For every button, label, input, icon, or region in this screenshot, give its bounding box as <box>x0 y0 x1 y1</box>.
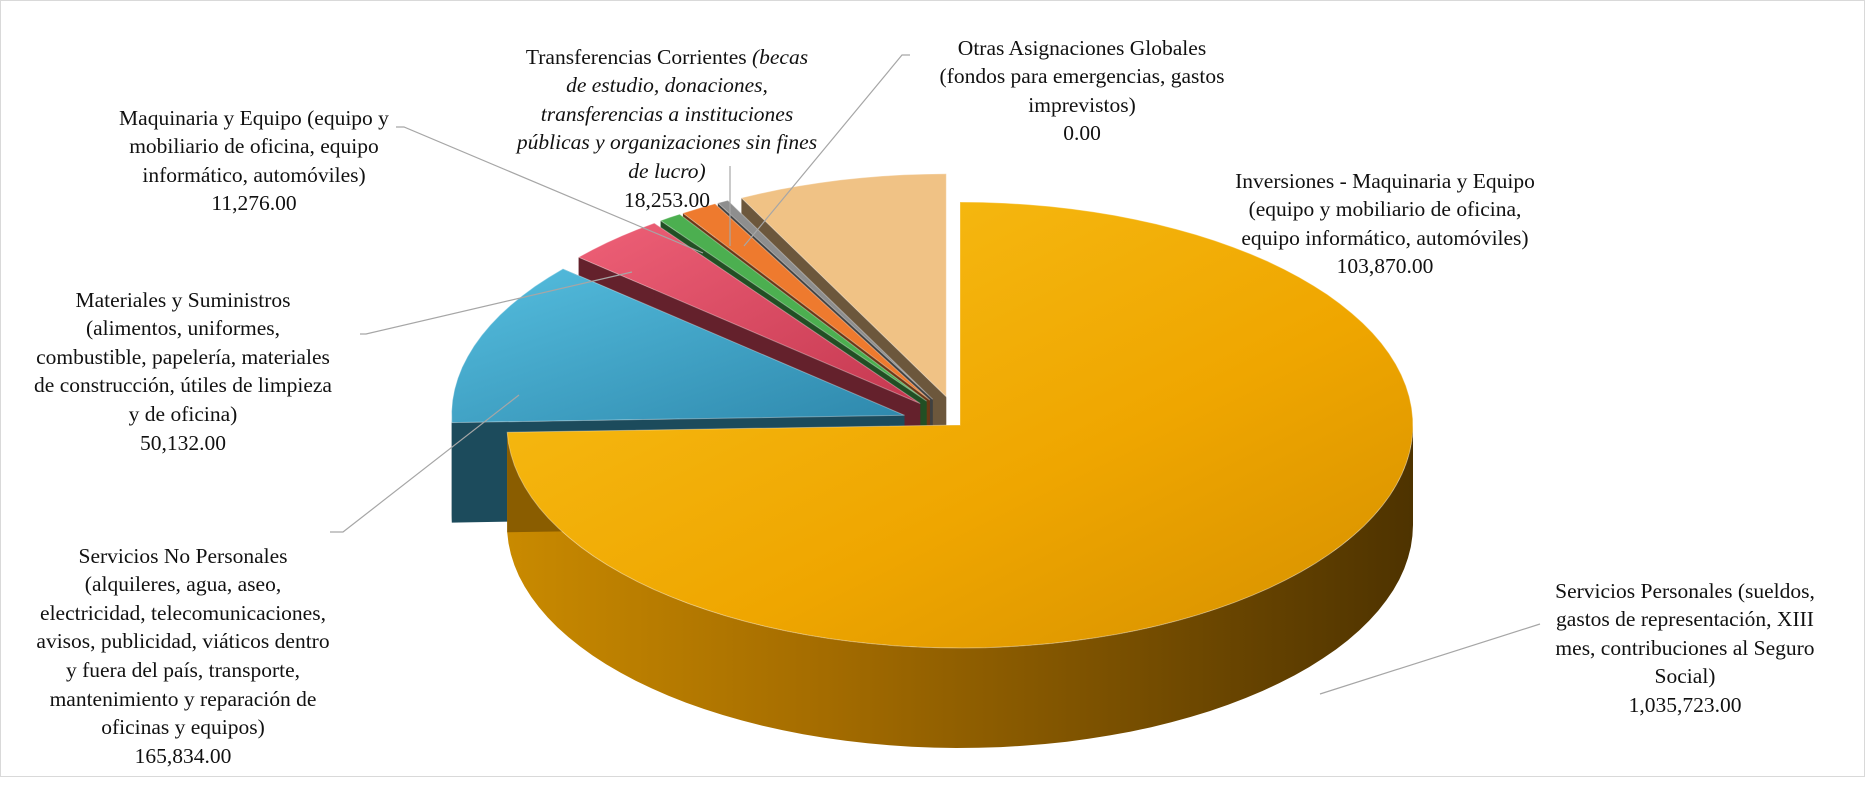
label-materiales-value: 50,132.00 <box>2 429 364 458</box>
label-servicios-personales-text: Servicios Personales (sueldos, gastos de… <box>1555 579 1815 689</box>
label-materiales: Materiales y Suministros (alimentos, uni… <box>2 257 364 486</box>
label-otras-asignaciones-text: Otras Asignaciones Globales (fondos para… <box>940 36 1225 117</box>
label-inversiones-text: Inversiones - Maquinaria y Equipo (equip… <box>1235 169 1535 250</box>
label-maquinaria-value: 11,276.00 <box>82 189 426 218</box>
label-maquinaria-text: Maquinaria y Equipo (equipo y mobiliario… <box>119 106 389 187</box>
label-servicios-personales-value: 1,035,723.00 <box>1515 691 1855 720</box>
label-maquinaria: Maquinaria y Equipo (equipo y mobiliario… <box>82 75 426 247</box>
label-inversiones: Inversiones - Maquinaria y Equipo (equip… <box>1195 138 1575 310</box>
label-servicios-no-personales-text: Servicios No Personales (alquileres, agu… <box>36 544 329 740</box>
label-transferencias-text: Transferencias Corrientes <box>526 45 752 69</box>
label-transferencias-value: 18,253.00 <box>624 188 710 212</box>
label-materiales-text: Materiales y Suministros (alimentos, uni… <box>34 288 332 426</box>
label-servicios-no-personales-value: 165,834.00 <box>4 742 362 771</box>
label-inversiones-value: 103,870.00 <box>1195 252 1575 281</box>
label-servicios-no-personales: Servicios No Personales (alquileres, agu… <box>4 513 362 799</box>
label-servicios-personales: Servicios Personales (sueldos, gastos de… <box>1515 548 1855 748</box>
label-transferencias: Transferencias Corrientes (becas de estu… <box>488 14 846 214</box>
